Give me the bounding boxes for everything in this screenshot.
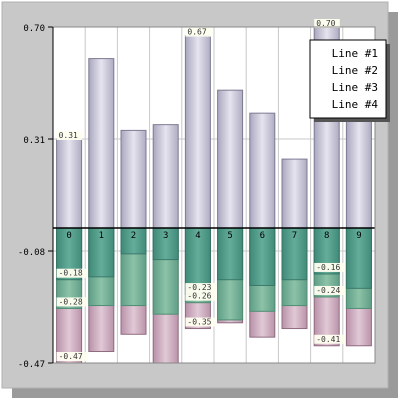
data-label-text: -0.35 xyxy=(187,318,211,327)
x-tick-label: 4 xyxy=(195,231,200,241)
bar-series-1-7 xyxy=(281,158,308,229)
data-label-series-4-0: -0.47 xyxy=(56,352,88,361)
y-tick-label: 0.70 xyxy=(23,24,45,34)
data-label-background xyxy=(185,283,217,293)
bar-series-1-6 xyxy=(249,112,276,229)
data-label-series-4-8: -0.41 xyxy=(314,334,346,344)
bar-series-1-4 xyxy=(184,35,211,229)
bar-series-2-6 xyxy=(249,227,276,286)
data-label-text: -0.24 xyxy=(316,286,340,295)
bar-series-1-3 xyxy=(152,124,179,229)
data-label-text: 0.31 xyxy=(59,131,78,140)
data-label-series-2-0: -0.18 xyxy=(56,268,88,278)
y-tick-label: -0.08 xyxy=(18,248,45,258)
data-label-series-1-0: 0.31 xyxy=(56,131,83,140)
legend-entry-line-4: Line #4 xyxy=(332,98,379,111)
x-tick-label: 3 xyxy=(163,231,168,241)
bar-series-2-5 xyxy=(217,227,244,281)
x-tick-label: 6 xyxy=(260,231,265,241)
legend-entry-line-1: Line #1 xyxy=(332,47,378,60)
bar-series-1-2 xyxy=(120,129,147,229)
x-tick-label: 1 xyxy=(99,231,104,241)
data-label-series-1-4: 0.67 xyxy=(185,28,211,37)
data-label-series-2-4: -0.23 xyxy=(185,283,217,293)
data-label-background xyxy=(314,285,346,295)
y-tick-label: 0.31 xyxy=(23,136,45,146)
data-label-text: -0.18 xyxy=(59,269,83,278)
x-tick-label: 9 xyxy=(356,231,361,241)
x-tick-label: 0 xyxy=(66,231,71,241)
data-label-background xyxy=(314,19,340,28)
data-label-series-3-0: -0.28 xyxy=(56,297,88,307)
data-label-background xyxy=(185,27,211,37)
x-tick-label: 5 xyxy=(227,231,232,241)
data-label-background xyxy=(56,352,88,361)
y-tick-label: -0.47 xyxy=(18,360,45,370)
data-label-text: -0.41 xyxy=(316,335,340,344)
data-label-text: -0.28 xyxy=(59,297,83,306)
data-label-text: 0.70 xyxy=(316,19,335,28)
bar-series-2-2 xyxy=(120,227,147,255)
legend-entry-line-2: Line #2 xyxy=(332,64,378,77)
data-label-background xyxy=(56,131,83,140)
legend-box xyxy=(309,39,387,119)
data-label-background xyxy=(185,317,217,327)
bar-series-1-5 xyxy=(217,89,244,229)
data-label-text: -0.23 xyxy=(187,283,211,292)
x-tick-label: 7 xyxy=(292,231,297,241)
data-label-background xyxy=(185,291,217,301)
data-label-series-4-4: -0.35 xyxy=(185,317,217,327)
data-label-text: 0.67 xyxy=(187,28,206,37)
data-label-background xyxy=(314,334,346,344)
data-label-background xyxy=(56,297,88,307)
data-label-background xyxy=(314,262,346,272)
data-label-series-3-4: -0.26 xyxy=(185,291,217,301)
bar-series-1-0 xyxy=(56,138,83,229)
data-label-text: -0.47 xyxy=(59,352,83,361)
x-tick-label: 2 xyxy=(131,231,136,241)
x-tick-label: 8 xyxy=(324,231,329,241)
data-label-text: -0.16 xyxy=(316,263,340,272)
data-label-series-1-8: 0.70 xyxy=(314,19,340,28)
data-label-text: -0.26 xyxy=(187,292,211,301)
bar-series-1-1 xyxy=(88,58,115,229)
data-label-series-2-8: -0.16 xyxy=(314,262,346,272)
data-label-series-3-8: -0.24 xyxy=(314,285,346,295)
data-label-background xyxy=(56,268,88,278)
legend-entry-line-3: Line #3 xyxy=(332,81,378,94)
